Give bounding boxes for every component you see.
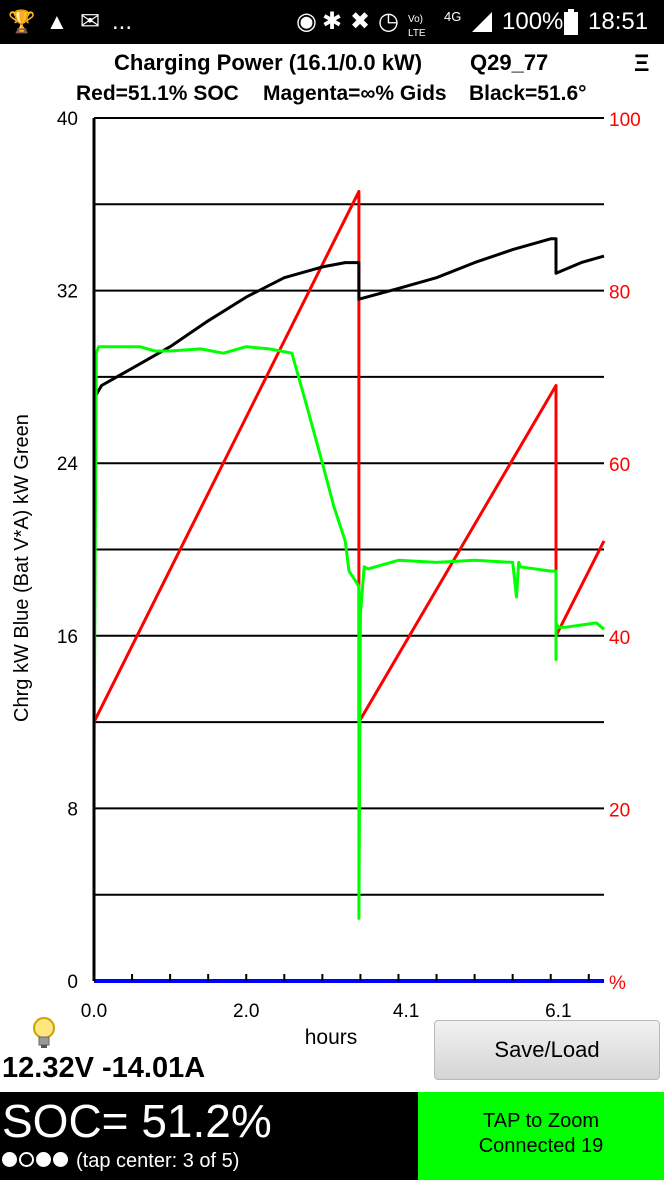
chart-title: Charging Power (16.1/0.0 kW) (114, 50, 423, 75)
tap-to-zoom-label: TAP to Zoom (483, 1110, 599, 1132)
page-dot-3 (36, 1152, 51, 1167)
connection-status: Connected 19 (478, 1135, 604, 1157)
soc-panel[interactable]: SOC= 51.2% (tap center: 3 of 5) (0, 1092, 418, 1180)
voltage-current-readout: 12.32V -14.01A (2, 1052, 206, 1084)
y-tick-label: 0 (67, 972, 78, 993)
y-tick-label: 32 (57, 282, 78, 303)
page-dot-1 (2, 1152, 17, 1167)
y-tick-label: 40 (57, 109, 78, 130)
clock: 18:51 (588, 8, 649, 35)
bluetooth-icon: ✱ (322, 8, 343, 35)
x-tick-label: 2.0 (233, 1001, 259, 1022)
x-tick-label: 6.1 (545, 1001, 571, 1022)
page-indicator: (tap center: 3 of 5) (2, 1150, 239, 1173)
y-tick-label: 8 (67, 799, 78, 820)
x-tick-label: 4.1 (393, 1001, 419, 1022)
page-dot-4 (53, 1152, 68, 1167)
gmail-icon: ✉ (80, 8, 101, 35)
notifications-more: ... (112, 8, 133, 35)
alarm-icon: ◷ (378, 8, 399, 35)
x-axis-label: hours (305, 1026, 358, 1049)
location-icon: ◉ (296, 8, 317, 35)
page-dots (2, 1150, 70, 1173)
legend-red: Red=51.1% SOC (76, 82, 239, 105)
page-dot-2 (19, 1152, 34, 1167)
car-code: Q29_77 (470, 50, 549, 75)
menu-icon[interactable]: Ξ (634, 50, 650, 77)
mute-icon: ✖ (350, 8, 371, 35)
y-tick-label: 16 (57, 627, 78, 648)
soc-value: SOC= 51.2% (2, 1095, 272, 1147)
page-indicator-note: (tap center: 3 of 5) (76, 1150, 240, 1172)
series-line-1 (92, 189, 606, 724)
y-axis-label: Chrg kW Blue (Bat V*A) kW Green (11, 414, 33, 722)
battery-icon (564, 9, 578, 35)
volte-indicator: Vo) LTE (408, 14, 426, 39)
legend-magenta: Magenta=∞% Gids (263, 82, 447, 105)
y2-tick-label: 100 (609, 110, 641, 131)
series-line-2 (92, 237, 605, 400)
signal-icon (472, 12, 492, 32)
y2-tick-label: % (609, 973, 626, 994)
y2-tick-label: 20 (609, 800, 630, 821)
save-load-button[interactable]: Save/Load (434, 1020, 660, 1080)
x-tick-label: 0.0 (81, 1001, 107, 1022)
y-tick-label: 24 (57, 454, 79, 475)
charging-power-chart[interactable]: 0 8 16 24 32 40% 20 40 60 80 100 0.0 2.0 4.1 6.1 Chrg … (0, 100, 664, 1060)
network-type: 4G (444, 9, 462, 24)
navigation-icon: ▲ (46, 9, 68, 34)
legend-black: Black=51.6° (469, 82, 587, 105)
tap-to-zoom-panel[interactable]: TAP to Zoom Connected 19 (418, 1092, 664, 1180)
lightbulb-icon[interactable] (30, 1016, 58, 1050)
y2-tick-label: 80 (609, 283, 630, 304)
status-bar: 🏆 ▲ ✉ ... ◉ ✱ ✖ ◷ Vo) LTE 4G 100% 18:51 (0, 0, 664, 44)
y2-tick-label: 40 (609, 628, 630, 649)
trophy-icon: 🏆 (8, 9, 36, 34)
series-line-3 (92, 345, 605, 920)
battery-percent: 100% (502, 8, 564, 35)
y2-tick-label: 60 (609, 455, 630, 476)
